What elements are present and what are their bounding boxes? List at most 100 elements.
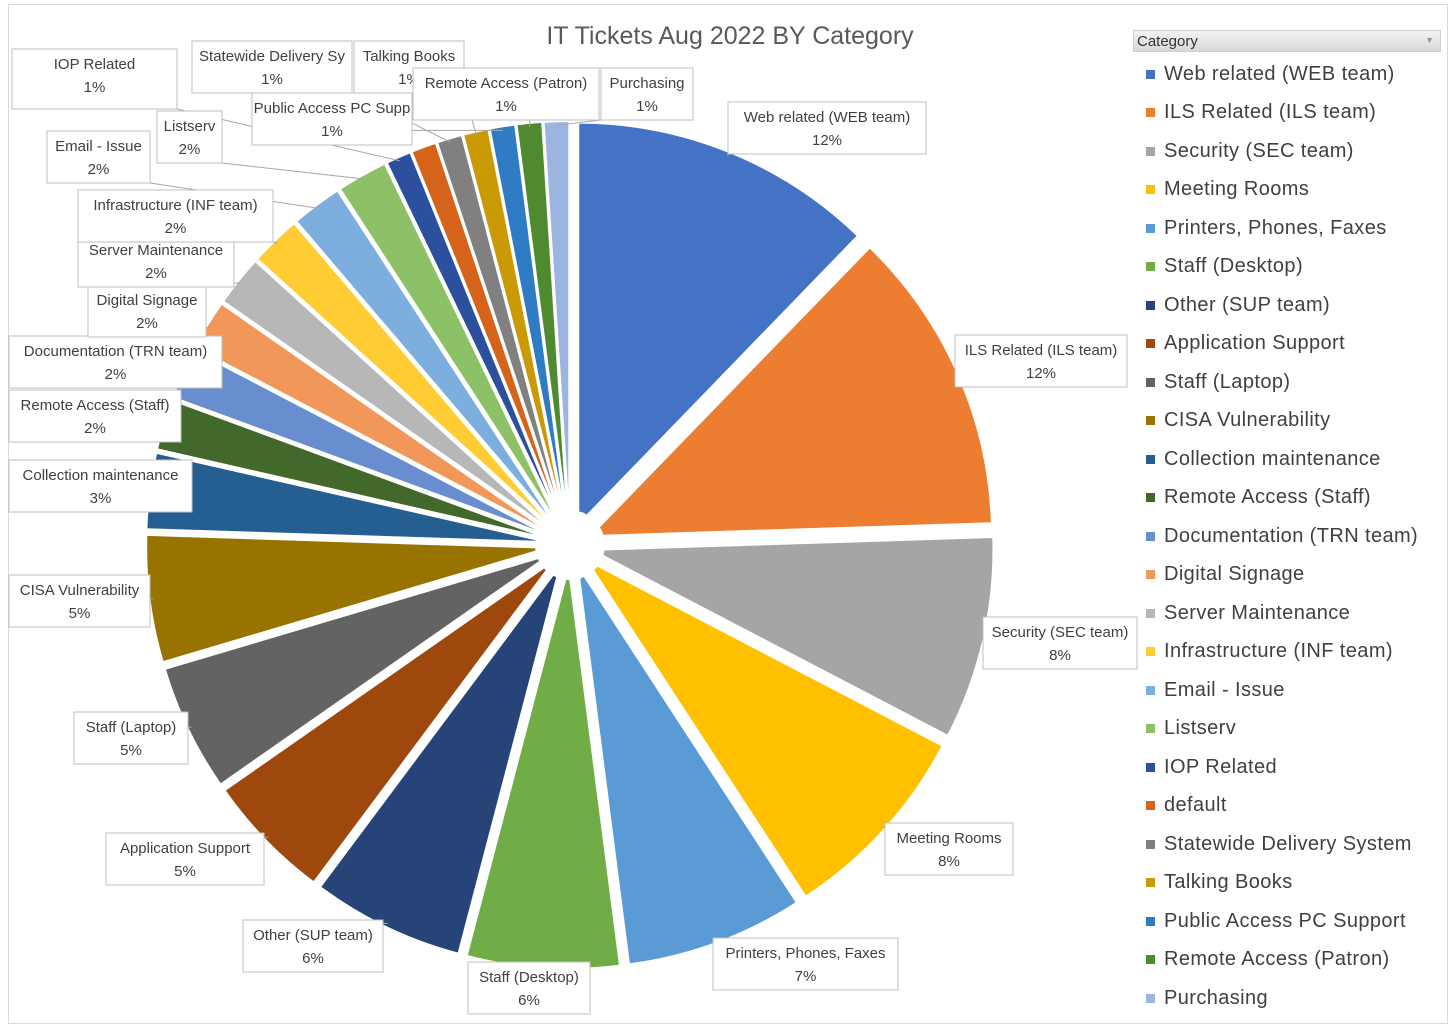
legend-title: Category (1137, 33, 1198, 50)
pie-slice-default[interactable] (410, 141, 560, 515)
pie-slice-staff-laptop[interactable] (163, 556, 542, 786)
data-label-box (11, 48, 178, 110)
legend-item-remote-access-staff[interactable]: Remote Access (Staff) (1146, 483, 1371, 513)
legend-swatch (1146, 454, 1155, 464)
legend-item-server-maintenance[interactable]: Server Maintenance (1146, 598, 1350, 628)
pie-slice-collection-maintenance[interactable] (145, 451, 538, 543)
data-label-category: Printers, Phones, Faxes (725, 945, 885, 962)
data-label-percent: 6% (302, 950, 324, 967)
legend-item-other-sup-team[interactable]: Other (SUP team) (1146, 290, 1330, 320)
legend-item-security-sec-team[interactable]: Security (SEC team) (1146, 136, 1354, 166)
data-label-category: Staff (Laptop) (86, 719, 177, 736)
data-label-percent: 2% (105, 366, 127, 383)
legend-label: Purchasing (1164, 986, 1269, 1009)
legend-swatch (1146, 647, 1155, 656)
data-label-collection-maintenance: Collection maintenance 3% (8, 459, 193, 513)
pie-slice-remote-access-patron[interactable] (515, 120, 569, 513)
legend-label: Server Maintenance (1164, 601, 1351, 624)
data-label-category: Documentation (TRN team) (24, 343, 207, 360)
pie-slice-printers-phones-faxes[interactable] (578, 574, 799, 966)
data-label-public-access-pc-support: Public Access PC Supp 1% (251, 92, 413, 146)
pie-slice-purchasing[interactable] (542, 120, 571, 513)
data-label-category: Statewide Delivery Sy (199, 48, 345, 65)
legend-label: Security (SEC team) (1164, 139, 1354, 162)
data-label-category: Listserv (164, 118, 216, 135)
legend-label: Infrastructure (INF team) (1164, 640, 1393, 662)
legend-swatch (1146, 570, 1155, 579)
pie-slice-talking-books[interactable] (461, 127, 564, 514)
data-label-box (8, 335, 223, 389)
chart-title: IT Tickets Aug 2022 BY Category (546, 22, 914, 50)
data-label-box (73, 711, 189, 765)
legend-dropdown-icon[interactable]: ▼ (1425, 35, 1434, 45)
pie-slice-ils-related-ils-team[interactable] (597, 245, 993, 537)
pie-slice-listserv[interactable] (338, 162, 556, 518)
legend-item-digital-signage[interactable]: Digital Signage (1146, 560, 1305, 590)
legend-item-talking-books[interactable]: Talking Books (1146, 868, 1293, 898)
pie-slice-web-related-web-team[interactable] (577, 121, 860, 518)
legend-item-iop-related[interactable]: IOP Related (1146, 752, 1277, 782)
legend-item-printers-phones-faxes[interactable]: Printers, Phones, Faxes (1146, 213, 1387, 243)
legend-item-staff-laptop[interactable]: Staff (Laptop) (1146, 367, 1290, 397)
pie-slice-security-sec-team[interactable] (600, 535, 995, 738)
legend-item-listserv[interactable]: Listserv (1146, 714, 1236, 744)
legend-label: Collection maintenance (1164, 447, 1381, 470)
data-label-web-related-web-team: Web related (WEB team) 12% (727, 101, 927, 155)
leader-line-infrastructure-inf-team (272, 241, 278, 244)
legend-swatch (1146, 993, 1155, 1003)
legend-item-default[interactable]: default (1146, 791, 1227, 821)
legend-item-application-support[interactable]: Application Support (1146, 329, 1345, 359)
pie-slice-server-maintenance[interactable] (221, 259, 546, 526)
data-label-box (982, 616, 1138, 670)
legend-label: Remote Access (Patron) (1164, 948, 1390, 970)
legend-item-collection-maintenance[interactable]: Collection maintenance (1146, 444, 1381, 474)
legend-item-ils-related-ils-team[interactable]: ILS Related (ILS team) (1146, 98, 1376, 128)
legend-label: Staff (Laptop) (1164, 370, 1291, 393)
pie-slice-infrastructure-inf-team[interactable] (255, 221, 549, 523)
data-label-box (242, 919, 384, 973)
pie-slice-meeting-rooms[interactable] (591, 563, 945, 899)
legend-item-remote-access-patron[interactable]: Remote Access (Patron) (1146, 945, 1390, 975)
legend-swatch (1146, 69, 1155, 79)
legend-item-public-access-pc-support[interactable]: Public Access PC Support (1146, 906, 1406, 936)
legend-item-web-related-web-team[interactable]: Web related (WEB team) (1146, 59, 1395, 89)
legend-item-documentation-trn-team[interactable]: Documentation (TRN team) (1146, 521, 1418, 551)
legend-label: Talking Books (1164, 871, 1293, 893)
pie-slice-public-access-pc-support[interactable] (488, 123, 567, 513)
pie-slice-other-sup-team[interactable] (318, 573, 559, 955)
leader-line-listserv (221, 162, 364, 180)
legend-item-statewide-delivery-system[interactable]: Statewide Delivery System (1146, 829, 1412, 859)
data-label-box (727, 101, 927, 155)
legend-swatch (1146, 801, 1155, 810)
data-label-box (105, 832, 265, 886)
pie-slice-cisa-vulnerability[interactable] (145, 533, 538, 664)
pie-slice-application-support[interactable] (223, 565, 549, 884)
legend-header[interactable]: Category ▼ (1133, 30, 1441, 52)
legend-item-purchasing[interactable]: Purchasing (1146, 983, 1268, 1013)
legend-item-email-issue[interactable]: Email - Issue (1146, 675, 1285, 705)
data-label-digital-signage: Digital Signage 2% (87, 284, 207, 338)
legend-swatch (1146, 300, 1155, 310)
data-label-percent: 5% (174, 863, 196, 880)
data-label-box (8, 574, 151, 628)
legend-item-cisa-vulnerability[interactable]: CISA Vulnerability (1146, 406, 1331, 436)
data-label-category: Security (SEC team) (992, 624, 1129, 641)
pie-slice-email-issue[interactable] (294, 189, 552, 520)
data-label-percent: 2% (145, 265, 167, 282)
data-label-category: Infrastructure (INF team) (93, 197, 257, 214)
data-label-category: Meeting Rooms (896, 830, 1001, 847)
data-label-statewide-delivery-system: Statewide Delivery Sy 1% (191, 40, 353, 94)
legend-item-infrastructure-inf-team[interactable]: Infrastructure (INF team) (1146, 637, 1393, 667)
data-label-category: Purchasing (609, 75, 684, 92)
data-label-percent: 2% (88, 161, 110, 178)
data-label-box (412, 67, 600, 121)
legend-item-meeting-rooms[interactable]: Meeting Rooms (1146, 175, 1309, 205)
legend-label: Remote Access (Staff) (1164, 486, 1371, 508)
pie-slice-iop-related[interactable] (385, 150, 558, 516)
legend-swatch (1146, 762, 1155, 772)
data-label-percent: 5% (69, 605, 91, 622)
legend-swatch (1146, 108, 1155, 117)
data-label-percent: 1% (261, 71, 283, 88)
pie-slice-statewide-delivery-system[interactable] (435, 133, 562, 514)
legend-item-staff-desktop[interactable]: Staff (Desktop) (1146, 252, 1303, 282)
